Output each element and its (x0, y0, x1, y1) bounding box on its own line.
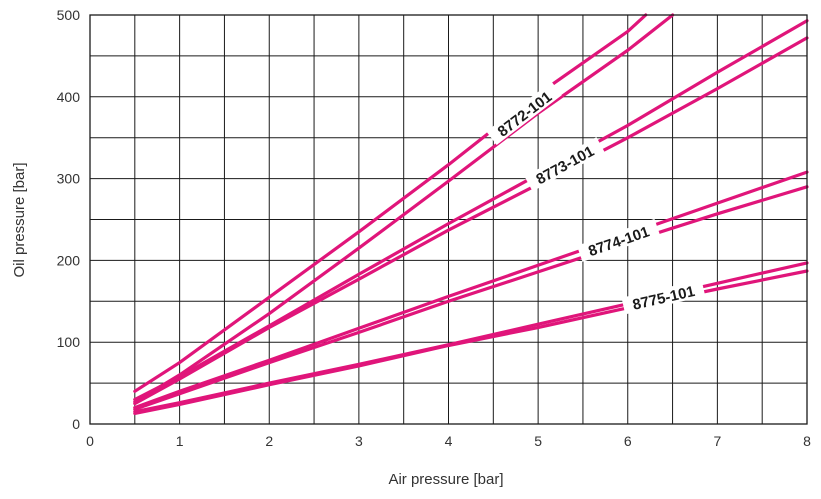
series-label: 8775-101 (631, 283, 697, 314)
x-tick-label: 1 (176, 433, 184, 449)
series-line (133, 13, 675, 404)
series-label-group: 8775-101 (621, 279, 706, 315)
series-label: 8772-101 (495, 88, 556, 140)
y-tick-label: 100 (57, 334, 81, 350)
series-lines (133, 13, 809, 415)
x-tick-label: 6 (624, 433, 632, 449)
tick-labels: 0 1 2 3 4 5 6 7 8 0 100 200 300 400 500 (57, 7, 811, 449)
y-tick-label: 300 (57, 171, 81, 187)
x-tick-label: 4 (445, 433, 453, 449)
series-line (133, 13, 648, 393)
x-tick-label: 5 (534, 433, 542, 449)
y-tick-label: 200 (57, 252, 81, 268)
y-tick-label: 500 (57, 7, 81, 23)
x-tick-label: 8 (803, 433, 811, 449)
series-label-group: 8774-101 (576, 218, 660, 262)
y-tick-label: 400 (57, 89, 81, 105)
series-label-bg (576, 218, 660, 262)
x-axis-title: Air pressure [bar] (388, 471, 503, 488)
x-tick-label: 7 (713, 433, 721, 449)
plot-frame (89, 14, 808, 425)
series-label: 8774-101 (586, 223, 651, 260)
series-label: 8773-101 (533, 143, 597, 188)
y-axis-title: Oil pressure [bar] (11, 162, 28, 277)
x-tick-label: 0 (86, 433, 94, 449)
series-label-bg (486, 81, 562, 145)
x-tick-label: 2 (265, 433, 273, 449)
series-label-bg (524, 137, 605, 192)
series-label-group: 8773-101 (524, 137, 605, 192)
series-label-group: 8772-101 (486, 81, 562, 145)
y-tick-label: 0 (72, 416, 80, 432)
series-line (133, 185, 809, 411)
series-line (133, 19, 809, 402)
series-label-bg (621, 279, 706, 315)
series-line (133, 170, 809, 410)
x-tick-label: 3 (355, 433, 363, 449)
series-line (133, 36, 809, 406)
